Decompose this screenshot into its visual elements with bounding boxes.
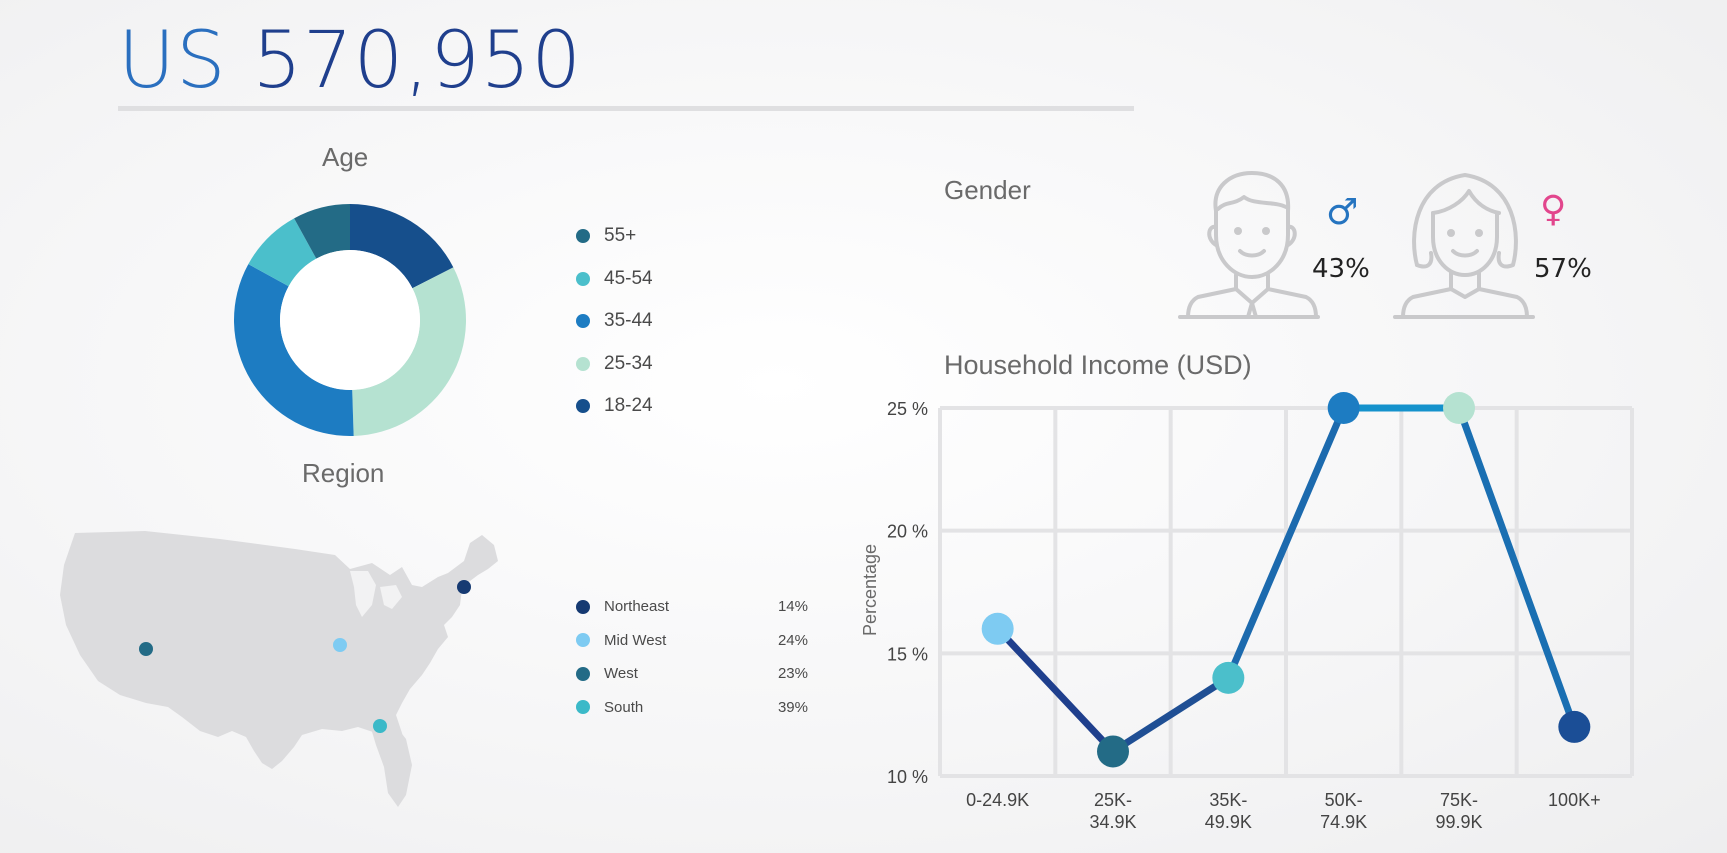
gender-title: Gender <box>944 175 1031 205</box>
legend-dot <box>576 700 590 715</box>
y-tick-label: 15 % <box>887 644 928 664</box>
x-tick-label: 75K-99.9K <box>1435 790 1482 832</box>
legend-dot <box>576 229 590 244</box>
legend-dot <box>576 314 590 329</box>
data-point <box>1212 661 1245 694</box>
female-avatar-icon <box>1393 173 1535 319</box>
florida-shape <box>370 721 412 807</box>
region-legend-label: Northeast <box>604 598 670 616</box>
donut-slice-45-54 <box>248 218 317 287</box>
region-legend-value: 39% <box>777 698 808 716</box>
donut-slice-55+ <box>294 204 350 259</box>
region-legend-item: South 39% <box>576 691 808 725</box>
headline-total: US 570,950 <box>118 22 582 100</box>
donut-hole <box>280 250 420 390</box>
age-legend-item: 55+ <box>576 215 653 258</box>
region-legend-item: Northeast 14% <box>576 590 808 624</box>
female-symbol-icon: ♀ <box>1540 189 1567 230</box>
female-percentage: 57% <box>1534 254 1592 284</box>
headline-prefix: US <box>118 16 227 106</box>
region-legend-item: West 23% <box>576 657 808 691</box>
region-legend-value: 14% <box>777 598 808 616</box>
region-legend-item: Mid West 24% <box>576 624 808 658</box>
data-point <box>1558 710 1591 743</box>
x-tick-label: 35K-49.9K <box>1205 790 1252 832</box>
headline-value: 570,950 <box>252 16 582 106</box>
x-tick-label: 0-24.9K <box>966 790 1029 810</box>
legend-dot <box>576 633 590 648</box>
donut-slice-18-24 <box>350 204 454 289</box>
series-line-segment <box>1109 674 1232 755</box>
legend-dot <box>576 271 590 286</box>
age-legend-item: 45-54 <box>576 258 653 301</box>
income-chart-title: Household Income (USD) <box>944 350 1252 380</box>
age-legend-label: 18-24 <box>604 395 653 417</box>
region-legend: Northeast 14% Mid West 24% West 23% South 39… <box>576 590 808 724</box>
age-legend: 55+ 45-54 35-44 25-34 18-24 <box>576 215 653 428</box>
region-title: Region <box>302 458 385 488</box>
x-tick-label: 100K+ <box>1548 790 1601 810</box>
region-marker-west <box>139 642 153 656</box>
age-legend-label: 35-44 <box>604 310 653 332</box>
legend-dot <box>576 399 590 414</box>
x-tick-label: 25K-34.9K <box>1089 790 1136 832</box>
age-legend-label: 45-54 <box>604 267 653 289</box>
region-legend-label: Mid West <box>604 631 667 649</box>
male-symbol-icon: ♂ <box>1326 192 1359 233</box>
headline-divider <box>118 106 1134 111</box>
data-point <box>1327 392 1360 424</box>
series-line-segment <box>994 625 1117 755</box>
y-tick-label: 10 % <box>887 767 928 787</box>
series-line-segment <box>1455 404 1578 731</box>
region-legend-value: 23% <box>777 665 808 683</box>
age-legend-item: 18-24 <box>576 385 653 428</box>
us-map <box>60 531 498 807</box>
region-legend-label: West <box>604 665 638 683</box>
age-legend-label: 55+ <box>604 225 637 247</box>
series-line-segment <box>1224 404 1348 682</box>
region-marker-northeast <box>457 580 471 594</box>
legend-dot <box>576 599 590 614</box>
data-point <box>1097 735 1129 768</box>
income-y-axis-label: Percentage <box>860 544 880 636</box>
income-line-chart: Percentage 10 % 15 % 20 % 25 % 0-24.9K 25K-3… <box>860 392 1634 832</box>
y-tick-label: 20 % <box>887 522 928 542</box>
age-legend-item: 25-34 <box>576 343 653 386</box>
donut-slice-35-44 <box>234 264 354 436</box>
male-avatar-icon <box>1178 171 1320 319</box>
legend-dot <box>576 356 590 371</box>
data-point <box>1443 392 1475 424</box>
data-point <box>981 612 1014 645</box>
legend-dot <box>576 666 590 681</box>
us-map-shape <box>60 531 498 769</box>
age-title: Age <box>322 142 369 172</box>
region-legend-value: 24% <box>777 631 808 649</box>
age-donut-chart <box>234 204 466 436</box>
region-legend-label: South <box>604 698 644 716</box>
region-marker-midwest <box>333 638 347 652</box>
age-legend-label: 25-34 <box>604 352 653 374</box>
great-lakes-shape <box>380 585 402 609</box>
donut-slice-25-34 <box>352 267 466 436</box>
age-legend-item: 35-44 <box>576 300 653 343</box>
male-percentage: 43% <box>1312 254 1370 284</box>
x-tick-label: 50K-74.9K <box>1320 790 1367 832</box>
region-marker-south <box>373 719 387 733</box>
y-tick-label: 25 % <box>887 399 928 419</box>
great-lakes-shape <box>350 571 376 617</box>
